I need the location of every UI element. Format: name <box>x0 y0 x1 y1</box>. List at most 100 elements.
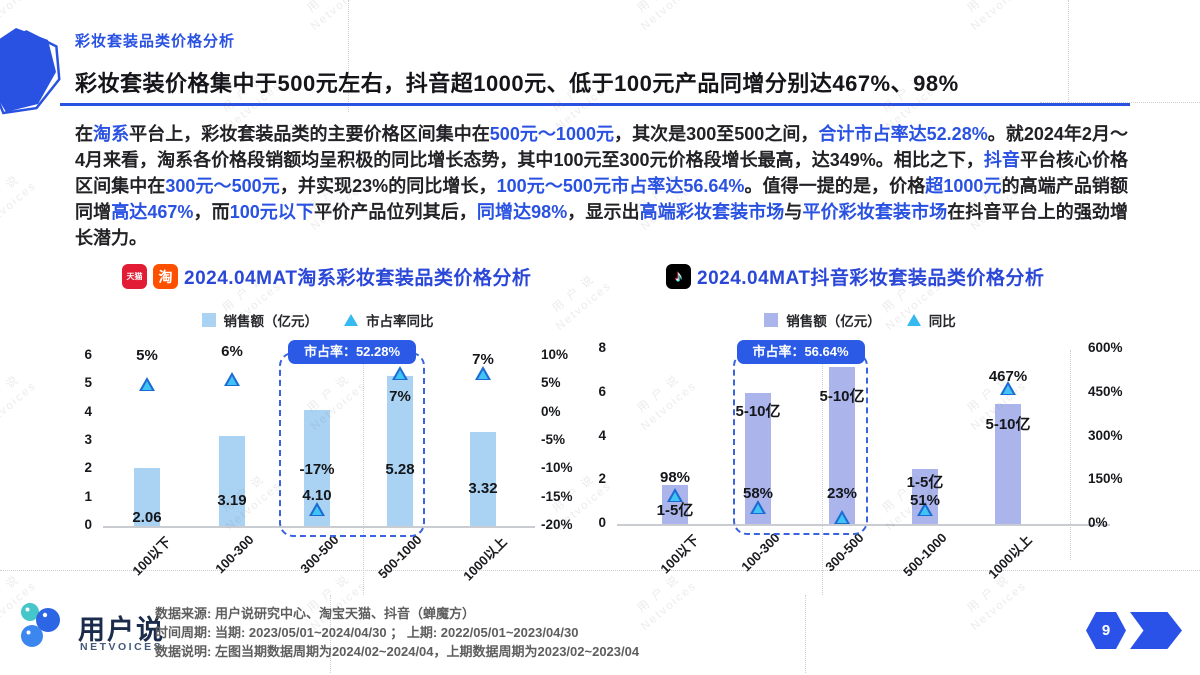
y-axis-tick-right: 450% <box>1088 383 1123 399</box>
y-axis-tick-right: -15% <box>541 488 573 504</box>
guide-line <box>1068 0 1069 102</box>
growth-triangle-icon <box>750 500 766 515</box>
footer-period-line: 时间周期: 当期: 2023/05/01~2024/04/30 ； 上期: 20… <box>155 625 579 640</box>
bar-value-label: 3.32 <box>468 480 498 497</box>
bar-value-label: 1-5亿 <box>656 502 694 519</box>
y-axis-tick-right: 300% <box>1088 427 1123 443</box>
page-number-badge: 9 <box>1086 612 1126 649</box>
paragraph-run: 平台上，彩妆套装品类的主要价格区间集中在 <box>129 124 490 144</box>
paragraph-run: ，显示出 <box>567 202 640 222</box>
growth-triangle-icon <box>917 502 933 517</box>
watermark: 用 户 说 Netvoices <box>965 0 1029 33</box>
growth-value-label: 7% <box>389 388 411 405</box>
y-axis-tick-left: 4 <box>84 403 92 419</box>
bar-value-label: 3.19 <box>217 492 247 509</box>
paragraph-highlight-run: 淘系 <box>93 124 130 144</box>
y-axis-tick-right: 10% <box>541 347 569 362</box>
y-axis-tick-right: 5% <box>541 375 561 391</box>
paragraph-highlight-run: 抖音 <box>983 150 1020 170</box>
growth-value-label: 5% <box>136 347 158 364</box>
page-title: 彩妆套装价格集中于500元左右，抖音超1000元、低于100元产品同增分别达46… <box>75 71 959 96</box>
growth-legend-triangle-icon <box>344 314 358 326</box>
y-axis-tick-left: 4 <box>598 427 606 443</box>
y-axis-tick-left: 6 <box>84 347 92 362</box>
growth-legend-label: 同比 <box>928 314 956 329</box>
y-axis-tick-right: -5% <box>541 432 566 447</box>
bar-value-label: 5-10亿 <box>985 416 1031 433</box>
growth-triangle-icon <box>224 371 240 386</box>
footer-source-line: 数据来源: 用户说研究中心、淘宝天猫、抖音（蝉魔方） <box>155 606 475 621</box>
analysis-paragraph: 在淘系平台上，彩妆套装品类的主要价格区间集中在500元～1000元，其次是300… <box>75 121 1128 251</box>
highlight-pill: 市占率：52.28% <box>288 340 416 364</box>
douyin-chart-legend: 销售额（亿元） 同比 <box>650 311 1070 329</box>
bar-value-label: 5.28 <box>385 461 415 478</box>
guide-line <box>363 345 364 595</box>
sales-bar <box>134 467 160 526</box>
next-page-arrow[interactable] <box>1130 612 1182 649</box>
y-axis-tick-left: 8 <box>598 340 606 355</box>
bar-value-label: 2.06 <box>132 509 162 526</box>
douyin-chart-title-row: ♪ 2024.04MAT抖音彩妆套装品类价格分析 <box>666 263 1044 290</box>
title-underline <box>60 103 1130 106</box>
brand-name: 用户说 <box>78 615 165 645</box>
sales-bar <box>387 376 413 526</box>
growth-value-label: 51% <box>909 492 941 509</box>
sales-bar <box>219 435 245 526</box>
paragraph-highlight-run: 平价彩妆套装市场 <box>802 202 948 222</box>
sales-legend-label: 销售额（亿元） <box>223 314 319 329</box>
y-axis-tick-left: 0 <box>84 517 92 532</box>
paragraph-highlight-run: 100元～500元市占率达56.64% <box>496 176 745 196</box>
paragraph-run: ，而 <box>193 202 230 222</box>
paragraph-run: 平台核心价格区间集中在 <box>75 150 1129 196</box>
y-axis-tick-right: 0% <box>1088 515 1108 530</box>
guide-line <box>348 0 349 112</box>
y-axis-tick-right: -10% <box>541 460 573 476</box>
growth-triangle-icon <box>667 488 683 503</box>
highlight-pill: 市占率：56.64% <box>736 340 865 364</box>
paragraph-run: ，其次是300至500之间， <box>614 124 819 144</box>
guide-line <box>330 595 331 673</box>
taobao-chart-title-row: 天猫 淘 2024.04MAT淘系彩妆套装品类价格分析 <box>122 263 531 290</box>
tiktok-icon: ♪ <box>666 264 691 289</box>
paragraph-highlight-run: 同增达98% <box>476 202 568 222</box>
guide-line <box>0 570 1200 571</box>
bar-value-label: 1-5亿 <box>906 474 944 491</box>
bar-value-label: 5-10亿 <box>819 388 865 405</box>
sales-legend-swatch <box>201 313 216 327</box>
category-label: 1000以上 <box>985 532 1035 582</box>
guide-line <box>805 595 806 673</box>
paragraph-highlight-run: 合计市占率达52.28% <box>818 124 988 144</box>
sales-bar <box>995 403 1021 524</box>
paragraph-run: ，并实现23%的同比增长， <box>279 176 497 196</box>
growth-legend-triangle-icon <box>906 314 921 326</box>
watermark: 用 户 说 Netvoices <box>635 0 699 33</box>
growth-triangle-icon <box>392 366 408 380</box>
watermark: 用 户 说 Netvoices <box>0 373 39 433</box>
growth-value-label: 467% <box>988 368 1028 385</box>
y-axis-tick-left: 2 <box>598 471 606 487</box>
bar-value-label: 5-10亿 <box>735 403 781 420</box>
sales-legend-swatch <box>764 313 779 327</box>
section-eyebrow: 彩妆套装品类价格分析 <box>75 33 236 50</box>
guide-line <box>822 345 823 595</box>
guide-line <box>1070 350 1071 560</box>
footer-note-line: 数据说明: 左图当期数据周期为2024/02~2024/04，上期数据周期为20… <box>155 644 640 659</box>
sales-bar <box>470 431 496 526</box>
growth-value-label: 58% <box>742 485 774 502</box>
watermark: 用 户 说 Netvoices <box>305 0 369 33</box>
paragraph-highlight-run: 高端彩妆套装市场 <box>639 202 785 222</box>
y-axis-tick-left: 2 <box>84 460 92 476</box>
paragraph-run: 的高端产品销额同增 <box>75 176 1129 222</box>
y-axis-tick-left: 3 <box>84 432 92 447</box>
paragraph-run: 平价产品位列其后， <box>314 202 477 222</box>
growth-triangle-icon <box>475 366 491 380</box>
y-axis-tick-left: 0 <box>598 515 606 530</box>
sales-bar <box>829 366 855 524</box>
y-axis-tick-right: 150% <box>1088 471 1123 487</box>
y-axis-tick-left: 5 <box>84 375 92 391</box>
tmall-icon: 天猫 <box>122 264 147 289</box>
growth-value-label: 23% <box>826 485 858 502</box>
douyin-chart-title: 2024.04MAT抖音彩妆套装品类价格分析 <box>697 268 1045 289</box>
brand-polygon-logo <box>0 28 61 115</box>
y-axis-tick-left: 1 <box>84 488 92 504</box>
